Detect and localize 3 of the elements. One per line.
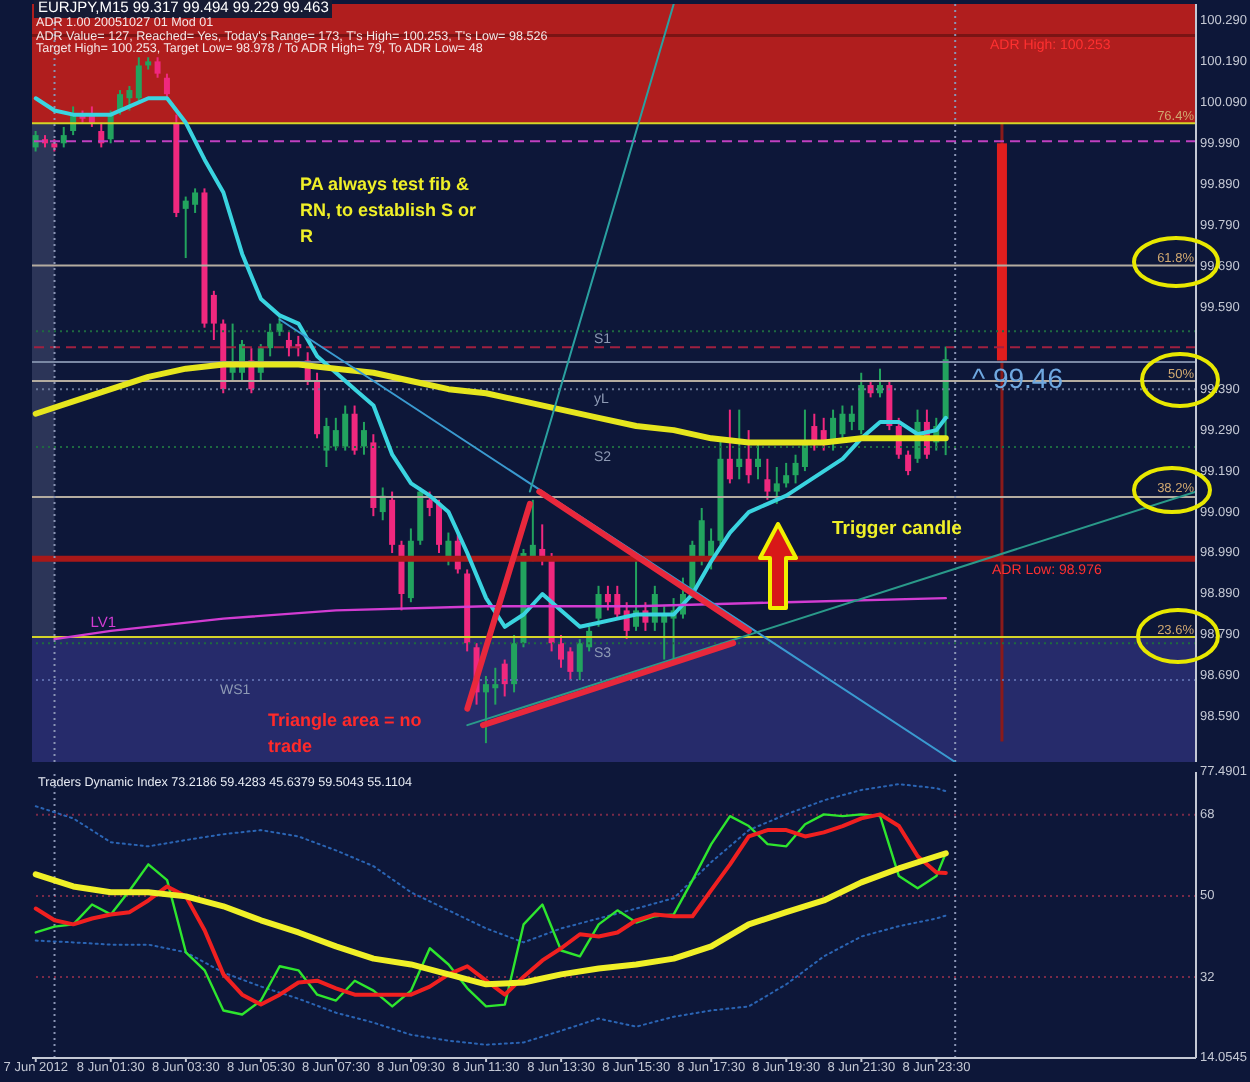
annotation: Trigger candle (832, 518, 962, 541)
annotation: PA always test fib & RN, to establish S or R (300, 172, 479, 250)
annotation: Triangle area = no trade (268, 708, 424, 760)
